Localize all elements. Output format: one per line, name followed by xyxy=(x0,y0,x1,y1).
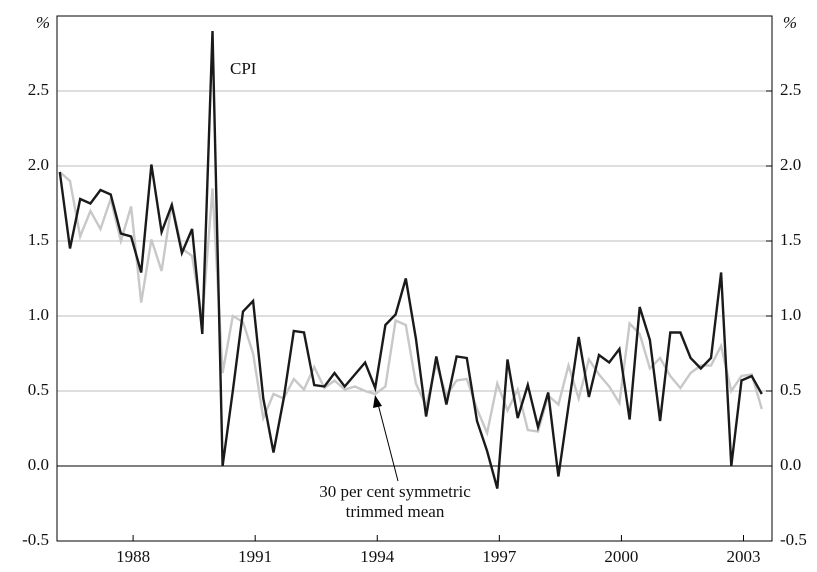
annotation-arrowhead xyxy=(373,395,382,408)
y2-tick-label: 2.5 xyxy=(780,80,801,99)
y2-tick-label: 0.0 xyxy=(780,455,801,474)
y2-tick-label: 1.5 xyxy=(780,230,801,249)
x-tick-label: 2003 xyxy=(727,547,761,566)
y-axis-label: % xyxy=(36,13,50,32)
annotation: CPI xyxy=(230,59,257,78)
y2-axis-label: % xyxy=(783,13,797,32)
annotation-arrow xyxy=(377,403,399,482)
y-tick-label: 2.0 xyxy=(28,155,49,174)
y-tick-label: 1.5 xyxy=(28,230,49,249)
plot-frame xyxy=(56,15,773,542)
y2-tick-label: 0.5 xyxy=(780,380,801,399)
series-line xyxy=(58,30,763,489)
y-tick-label: 2.5 xyxy=(28,80,49,99)
y-tick-label: 0.5 xyxy=(28,380,49,399)
y-tick-label: 0.0 xyxy=(28,455,49,474)
y2-tick-label: -0.5 xyxy=(780,530,807,549)
y2-tick-label: 2.0 xyxy=(780,155,801,174)
x-tick-label: 1988 xyxy=(116,547,150,566)
y-tick-label: -0.5 xyxy=(22,530,49,549)
annotation: trimmed mean xyxy=(346,502,445,521)
x-tick-label: 2000 xyxy=(604,547,638,566)
y2-tick-label: 1.0 xyxy=(780,305,801,324)
annotation: 30 per cent symmetric xyxy=(319,482,471,501)
x-tick-label: 1991 xyxy=(238,547,272,566)
x-tick-label: 1994 xyxy=(360,547,395,566)
y-tick-label: 1.0 xyxy=(28,305,49,324)
x-tick-label: 1997 xyxy=(482,547,517,566)
